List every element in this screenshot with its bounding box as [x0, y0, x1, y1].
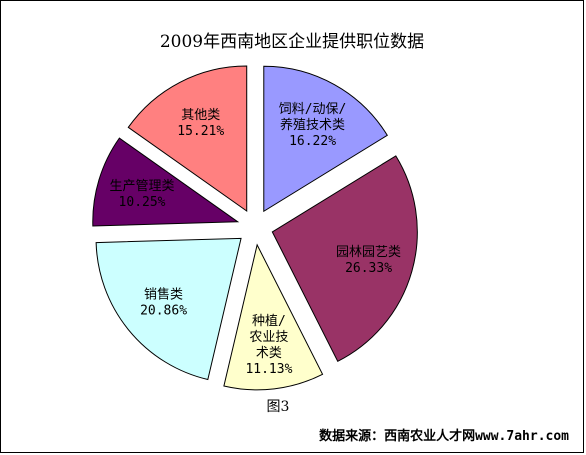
pie-slice-other: [127, 65, 248, 212]
slice-label-feed-vet-breeding: 饲料/动保/养殖技术类 16.22%: [279, 102, 347, 149]
slice-name-line: 园林园艺类: [336, 245, 401, 260]
slice-percentage: 20.86%: [140, 304, 187, 319]
slice-name-line: 农业技: [249, 330, 288, 345]
slice-name-line: 术类: [256, 346, 282, 361]
chart-title: 2009年西南地区企业提供职位数据: [160, 32, 424, 52]
pie-slice-production-management: [92, 137, 240, 227]
slice-percentage: 10.25%: [119, 195, 166, 210]
pie-slice-landscape-horticulture: [271, 155, 418, 362]
slice-name-line: 生产管理类: [110, 179, 175, 194]
pie-slice-sales: [95, 237, 242, 381]
slice-label-production-management: 生产管理类 10.25%: [110, 179, 175, 210]
pie-slices: [92, 65, 418, 391]
slice-name-line: 种植/: [252, 314, 286, 329]
slice-name-line: 养殖技术类: [280, 117, 345, 133]
slice-label-landscape-horticulture: 园林园艺类 26.33%: [336, 245, 401, 276]
slice-percentage: 15.21%: [177, 124, 224, 139]
slice-label-other: 其他类 15.21%: [177, 108, 224, 139]
pie-slice-feed-vet-breeding: [263, 65, 388, 213]
pie-slice-planting-agritech: [223, 243, 324, 391]
slice-name-line: 饲料/动保/: [279, 102, 347, 117]
data-source: 数据来源：西南农业人才网www.7ahr.com: [319, 428, 569, 444]
slice-percentage: 16.22%: [289, 134, 336, 149]
slice-label-planting-agritech: 种植/农业技术类 11.13%: [245, 314, 292, 377]
slice-name-line: 销售类: [144, 287, 183, 303]
slice-percentage: 26.33%: [345, 261, 392, 276]
figure-caption: 图3: [267, 399, 290, 415]
slice-label-sales: 销售类 20.86%: [140, 287, 187, 319]
slice-name-line: 其他类: [181, 108, 220, 123]
slice-labels: 饲料/动保/养殖技术类 16.22% 园林园艺类 26.33% 种植/农业技术类 11.1…: [110, 102, 402, 377]
slice-percentage: 11.13%: [245, 362, 292, 377]
